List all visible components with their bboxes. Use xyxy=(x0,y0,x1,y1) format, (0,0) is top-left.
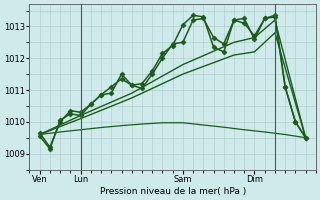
X-axis label: Pression niveau de la mer( hPa ): Pression niveau de la mer( hPa ) xyxy=(100,187,246,196)
